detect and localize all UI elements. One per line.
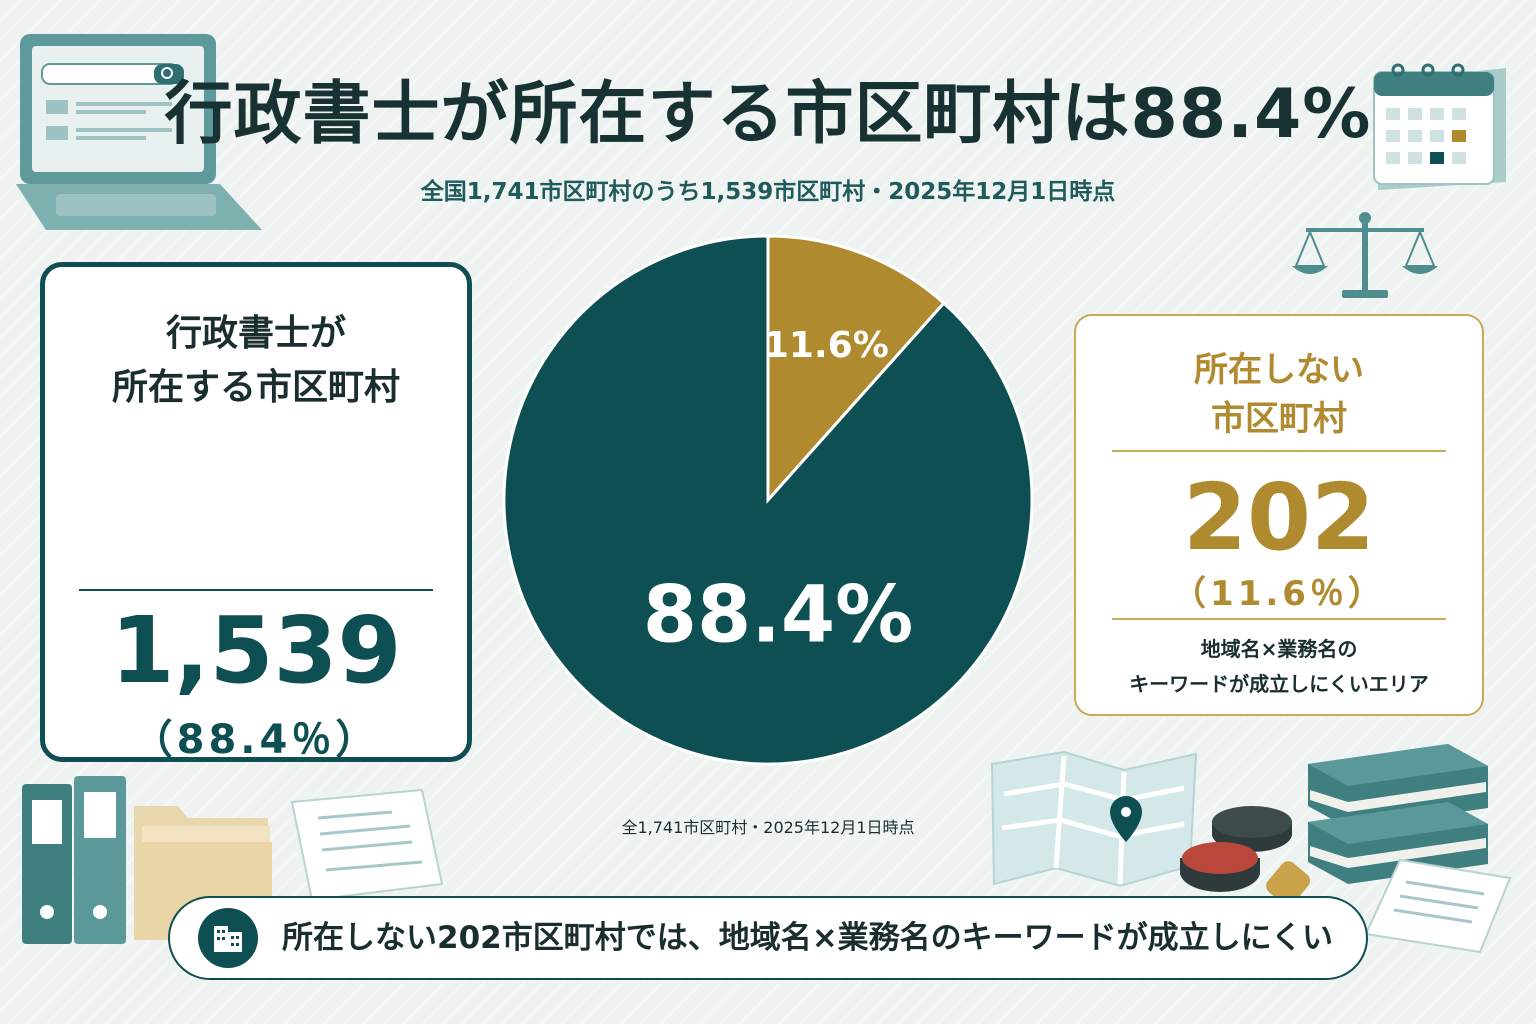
book-icon: [1308, 744, 1488, 884]
building-icon: [198, 908, 258, 968]
absent-note: 地域名×業務名の キーワードが成立しにくいエリア: [1129, 637, 1429, 696]
summary-text: 所在しない202市区町村では、地域名×業務名のキーワードが成立しにくい: [282, 920, 1334, 956]
card-divider: [1112, 450, 1446, 452]
binder-icon: [22, 776, 126, 944]
calendar-icon: [1373, 63, 1506, 190]
present-card-title: 行政書士が 所在する市区町村: [111, 313, 400, 408]
summary-banner: 所在しない202市区町村では、地域名×業務名のキーワードが成立しにくい: [168, 896, 1368, 980]
document-icon: [1364, 858, 1512, 954]
absent-count: 202: [1182, 464, 1376, 571]
chart-note: 全1,741市区町村・2025年12月1日時点: [621, 818, 915, 837]
card-divider: [1112, 618, 1446, 620]
stamp-icon: [1180, 806, 1310, 906]
page-title: 行政書士が所在する市区町村は88.4%: [164, 75, 1372, 154]
pie-slice-present: [502, 234, 1034, 766]
present-count: 1,539: [110, 597, 402, 704]
card-divider: [79, 589, 433, 591]
absent-municipalities-card: 所在しない 市区町村 202 （11.6％） 地域名×業務名の キーワードが成立…: [1074, 314, 1484, 716]
document-icon: [290, 788, 444, 902]
present-percent: （88.4％）: [132, 717, 380, 763]
pie-slice-absent: [766, 234, 946, 504]
pie-label-present: 88.4%: [643, 570, 914, 660]
page-subtitle: 全国1,741市区町村のうち1,539市区町村・2025年12月1日時点: [420, 179, 1116, 205]
map-icon: [990, 750, 1198, 888]
scales-icon: [1292, 212, 1438, 298]
absent-percent: （11.6％）: [1172, 574, 1386, 614]
pie-label-absent: 11.6%: [764, 325, 889, 366]
laptop-icon: [16, 34, 262, 230]
absent-card-title: 所在しない 市区町村: [1194, 350, 1364, 440]
present-municipalities-card: 行政書士が 所在する市区町村 1,539 （88.4％）: [40, 262, 472, 763]
pie-chart: 11.6% 88.4%: [502, 234, 1034, 766]
